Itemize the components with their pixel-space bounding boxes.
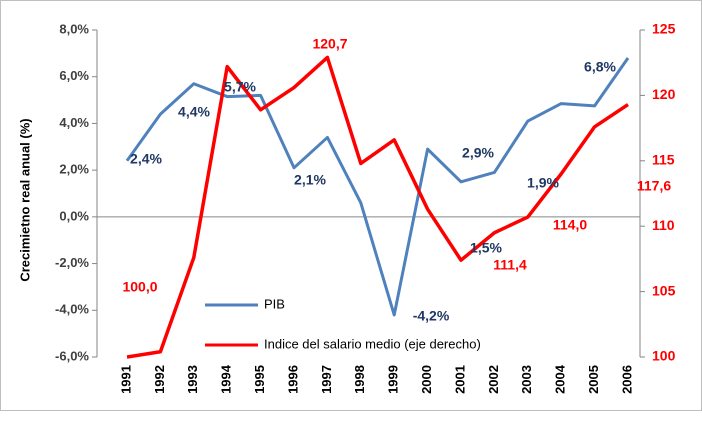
annotation: 111,4 — [493, 257, 527, 273]
y-tick-label: 6,0% — [59, 68, 89, 83]
x-tick-label: 2006 — [619, 365, 634, 394]
y2-tick-label: 125 — [652, 21, 676, 37]
x-tick-label: 2003 — [519, 365, 534, 394]
annotation: 2,1% — [294, 172, 326, 188]
annotation: 100,0 — [122, 279, 157, 295]
y-tick-label: -6,0% — [55, 348, 89, 363]
y-tick-label: 2,0% — [59, 162, 89, 177]
y-axis-title: Crecimietno real anual (%) — [17, 118, 32, 281]
legend-label: PIB — [264, 296, 285, 311]
annotation: 5,7% — [224, 79, 256, 95]
y-tick-label: -2,0% — [55, 255, 89, 270]
y-tick-label: 0,0% — [59, 208, 89, 223]
annotation: -4,2% — [413, 308, 450, 324]
x-tick-label: 1999 — [386, 365, 401, 394]
x-tick-label: 1992 — [152, 365, 167, 394]
annotation: 114,0 — [553, 217, 587, 233]
annotation: 1,5% — [470, 240, 502, 256]
y2-tick-label: 120 — [652, 86, 676, 102]
chart-border — [0, 0, 702, 411]
y-tick-label: 8,0% — [59, 21, 89, 36]
y2-tick-label: 100 — [652, 348, 676, 364]
annotation: 4,4% — [178, 104, 210, 120]
annotation: 6,8% — [584, 59, 616, 75]
x-tick-label: 2004 — [553, 364, 568, 394]
x-tick-label: 1996 — [285, 365, 300, 394]
annotation: 1,9% — [527, 175, 559, 191]
annotation: 120,7 — [312, 36, 347, 52]
y-tick-label: -4,0% — [55, 302, 89, 317]
series-line — [126, 55, 629, 359]
x-tick-label: 2002 — [486, 365, 501, 394]
annotation: 2,4% — [130, 151, 162, 167]
x-tick-label: 2000 — [419, 365, 434, 394]
x-tick-label: 2005 — [586, 365, 601, 394]
y2-tick-label: 105 — [652, 282, 676, 298]
x-tick-label: 1991 — [118, 365, 133, 394]
y2-tick-label: 115 — [652, 152, 675, 168]
legend-label: Indice del salario medio (eje derecho) — [264, 336, 481, 351]
annotation: 117,6 — [637, 178, 671, 194]
x-tick-label: 1997 — [319, 365, 334, 394]
annotation: 2,9% — [462, 145, 494, 161]
y-tick-label: 4,0% — [59, 115, 89, 130]
x-tick-label: 1994 — [219, 364, 234, 394]
x-tick-label: 1998 — [352, 365, 367, 394]
x-tick-label: 1993 — [185, 365, 200, 394]
x-tick-label: 2001 — [452, 365, 467, 394]
y2-tick-label: 110 — [652, 217, 675, 233]
x-tick-label: 1995 — [252, 365, 267, 394]
series-line — [125, 57, 630, 317]
